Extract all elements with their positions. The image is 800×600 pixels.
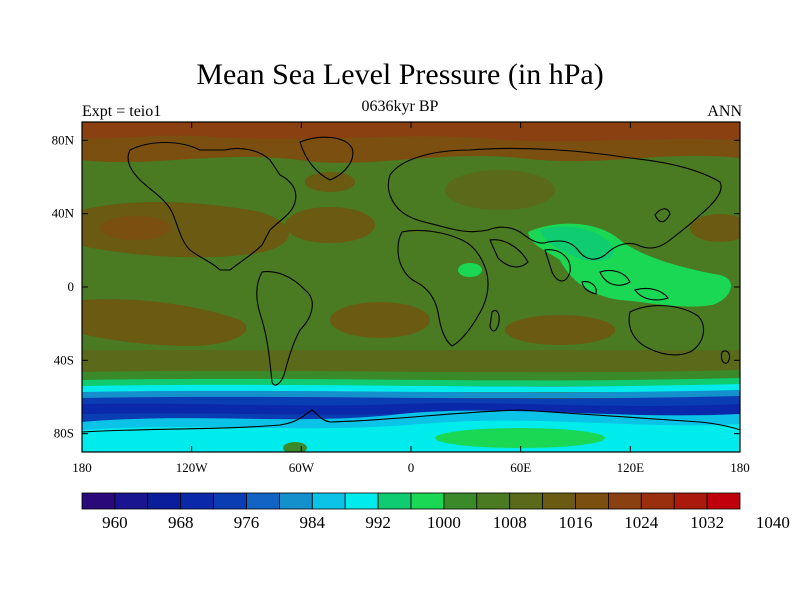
x-tick-label: 180: [730, 460, 750, 475]
colorbar-swatch: [246, 492, 280, 510]
coast-south-america: [256, 271, 313, 386]
coastlines: [82, 136, 740, 433]
colorbar-swatch: [114, 492, 149, 510]
x-tick-label: 60E: [510, 460, 531, 475]
region-north-pacific-band: [82, 201, 289, 258]
colorbar-swatch: [278, 492, 313, 510]
colorbar-label: 992: [365, 513, 391, 532]
region-arctic-core: [82, 122, 740, 142]
region-trough-core: [82, 403, 740, 416]
region-african-low: [458, 263, 482, 277]
colorbar-swatch: [81, 492, 116, 510]
coast-india: [544, 249, 571, 282]
colorbar-swatch: [640, 492, 675, 510]
x-tick-label: 180: [72, 460, 92, 475]
region-trough-edge-1: [82, 370, 740, 380]
coast-eurasia: [387, 147, 722, 260]
region-north-atlantic-high: [285, 207, 375, 243]
colorbar-swatch: [147, 492, 182, 510]
colorbar: 960 968 976 984 992 1000 1008 1016 1024 1032 1040: [81, 492, 790, 532]
coast-new-zealand: [720, 350, 731, 364]
colorbar-label: 968: [168, 513, 194, 532]
coast-arabia: [489, 239, 529, 268]
colorbar-label: 1008: [493, 513, 527, 532]
coast-japan: [654, 208, 671, 223]
colorbar-label: 1040: [756, 513, 790, 532]
colorbar-swatch: [673, 492, 708, 510]
colorbar-swatch: [311, 492, 346, 510]
region-monsoon-core: [540, 226, 614, 262]
x-tick-label: 120W: [176, 460, 209, 475]
coast-new-guinea: [634, 287, 669, 301]
coast-madagascar: [489, 309, 500, 332]
colorbar-label: 1024: [624, 513, 659, 532]
coast-australia: [628, 305, 705, 356]
region-indian-ocean-high: [505, 315, 615, 345]
region-siberian-high: [445, 170, 555, 210]
region-east-pacific-high: [690, 214, 740, 242]
colorbar-swatch: [509, 492, 544, 510]
colorbar-label: 984: [300, 513, 326, 532]
colorbar-label: 1032: [690, 513, 724, 532]
x-axis: 180 120W 60W 0 60E 120E 180: [72, 122, 750, 475]
region-southern-midlat: [82, 350, 740, 372]
region-north-pacific-high: [100, 216, 170, 240]
colorbar-label: 960: [102, 513, 128, 532]
experiment-label: Expt = teio1: [82, 103, 162, 120]
colorbar-label: 1000: [427, 513, 461, 532]
chart-title: Mean Sea Level Pressure (in hPa): [196, 58, 604, 91]
coast-africa: [397, 229, 489, 347]
colorbar-swatch: [706, 492, 741, 510]
y-tick-label: 40S: [54, 352, 74, 367]
colorbar-swatch: [180, 492, 214, 510]
colorbar-swatch: [213, 492, 247, 510]
region-trough-edge-3: [82, 384, 740, 392]
coast-sumatra: [581, 281, 597, 295]
region-south-pacific-high: [82, 299, 247, 346]
y-axis: 80N 40N 0 40S 80S: [52, 132, 740, 441]
colorbar-label: 1016: [559, 513, 593, 532]
colorbar-swatch: [344, 492, 379, 510]
region-trough-edge-2: [82, 378, 740, 386]
pressure-field: [82, 122, 740, 452]
colorbar-swatch: [377, 492, 412, 510]
region-trough-edge-4: [82, 390, 740, 398]
y-tick-label: 0: [68, 279, 75, 294]
colorbar-swatch: [476, 492, 511, 510]
colorbar-swatch: [542, 492, 576, 510]
coast-greenland: [299, 136, 354, 181]
coast-antarctica: [82, 409, 740, 433]
coast-borneo: [599, 269, 631, 286]
season-label: ANN: [707, 103, 742, 120]
coast-north-america: [127, 142, 297, 271]
colorbar-swatch: [575, 492, 609, 510]
colorbar-swatch: [443, 492, 478, 510]
y-tick-label: 80N: [52, 132, 75, 147]
x-tick-label: 120E: [617, 460, 645, 475]
y-tick-label: 40N: [52, 206, 75, 221]
chart-subtitle: 0636kyr BP: [361, 98, 439, 115]
y-tick-label: 80S: [54, 426, 74, 441]
colorbar-swatch: [608, 492, 642, 510]
region-south-atlantic-high: [330, 302, 430, 338]
x-tick-label: 60W: [289, 460, 315, 475]
colorbar-swatch: [410, 492, 445, 510]
region-greenland-high: [305, 172, 355, 192]
colorbar-label: 976: [234, 513, 260, 532]
region-antarctic-high: [435, 428, 605, 448]
x-tick-label: 0: [408, 460, 415, 475]
